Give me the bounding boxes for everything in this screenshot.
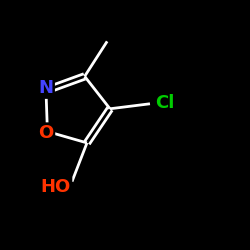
Text: Cl: Cl: [155, 94, 175, 112]
Text: N: N: [38, 80, 54, 98]
Text: HO: HO: [40, 178, 71, 196]
Text: O: O: [38, 124, 54, 142]
